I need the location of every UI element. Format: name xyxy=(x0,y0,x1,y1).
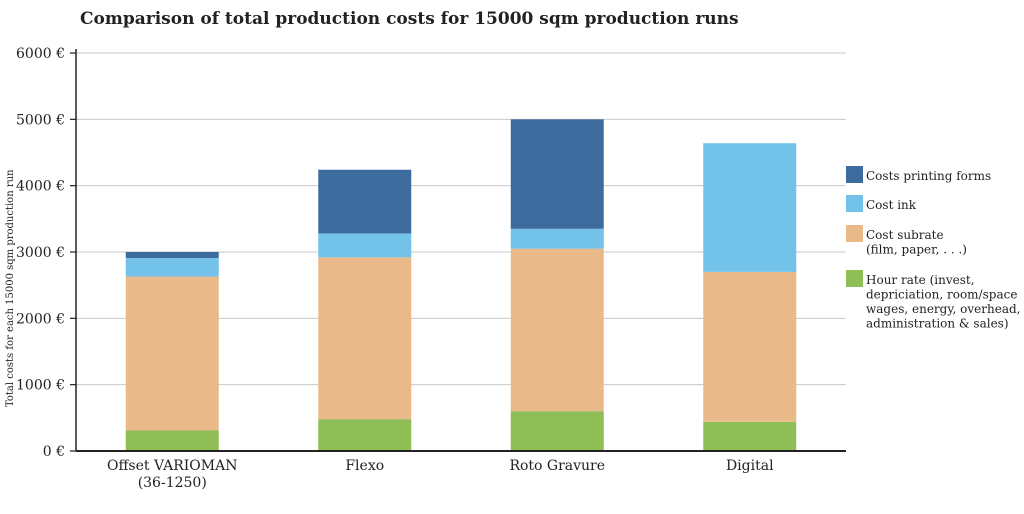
bar-segment xyxy=(703,143,797,272)
bar-segment xyxy=(510,248,604,412)
axes xyxy=(75,49,846,452)
x-tick-label: Roto Gravure xyxy=(509,458,605,474)
y-tick-label: 0 € xyxy=(43,444,65,460)
legend-label: Costs printing forms xyxy=(866,169,991,183)
bar-segment xyxy=(318,169,412,234)
legend-label: Cost subrate (film, paper, . . .) xyxy=(866,228,967,257)
y-tick-label: 1000 € xyxy=(16,378,65,394)
y-tick-label: 6000 € xyxy=(16,46,65,62)
legend: Costs printing forms Cost ink Cost subrate… xyxy=(846,166,1020,331)
bars xyxy=(125,119,797,451)
bar-segment xyxy=(510,411,604,451)
chart-title: Comparison of total production costs for… xyxy=(80,9,739,29)
bar-segment xyxy=(510,119,604,229)
bar-segment xyxy=(318,257,412,420)
bar-segment xyxy=(125,257,219,277)
bar-segment xyxy=(318,233,412,258)
bar-segment xyxy=(125,252,219,258)
y-tick-labels: 0 € 1000 € 2000 € 3000 € 4000 € 5000 € 6000 € xyxy=(16,46,76,460)
x-tick-label: Offset VARIOMAN (36-1250) xyxy=(107,458,237,491)
bar-segment xyxy=(125,430,219,451)
bar-segment xyxy=(318,419,412,451)
x-tick-label: Digital xyxy=(726,458,774,474)
bar-segment xyxy=(703,421,797,451)
y-axis-label: Total costs for each 15000 sqm productio… xyxy=(5,169,16,407)
legend-swatch xyxy=(846,225,863,242)
y-tick-label: 5000 € xyxy=(16,112,65,128)
bar-segment xyxy=(510,228,604,249)
x-tick-labels: Offset VARIOMAN (36-1250) Flexo Roto Gravur… xyxy=(107,458,774,491)
y-tick-label: 3000 € xyxy=(16,245,65,261)
legend-swatch xyxy=(846,166,863,183)
legend-swatch xyxy=(846,270,863,287)
legend-label: Cost ink xyxy=(866,198,917,212)
bar-segment xyxy=(703,271,797,422)
legend-swatch xyxy=(846,195,863,212)
legend-label: Hour rate (invest, depriciation, room/spa… xyxy=(866,273,1020,331)
y-tick-label: 4000 € xyxy=(16,179,65,195)
y-tick-label: 2000 € xyxy=(16,311,65,327)
x-tick-label: Flexo xyxy=(345,458,384,474)
bar-segment xyxy=(125,276,219,431)
